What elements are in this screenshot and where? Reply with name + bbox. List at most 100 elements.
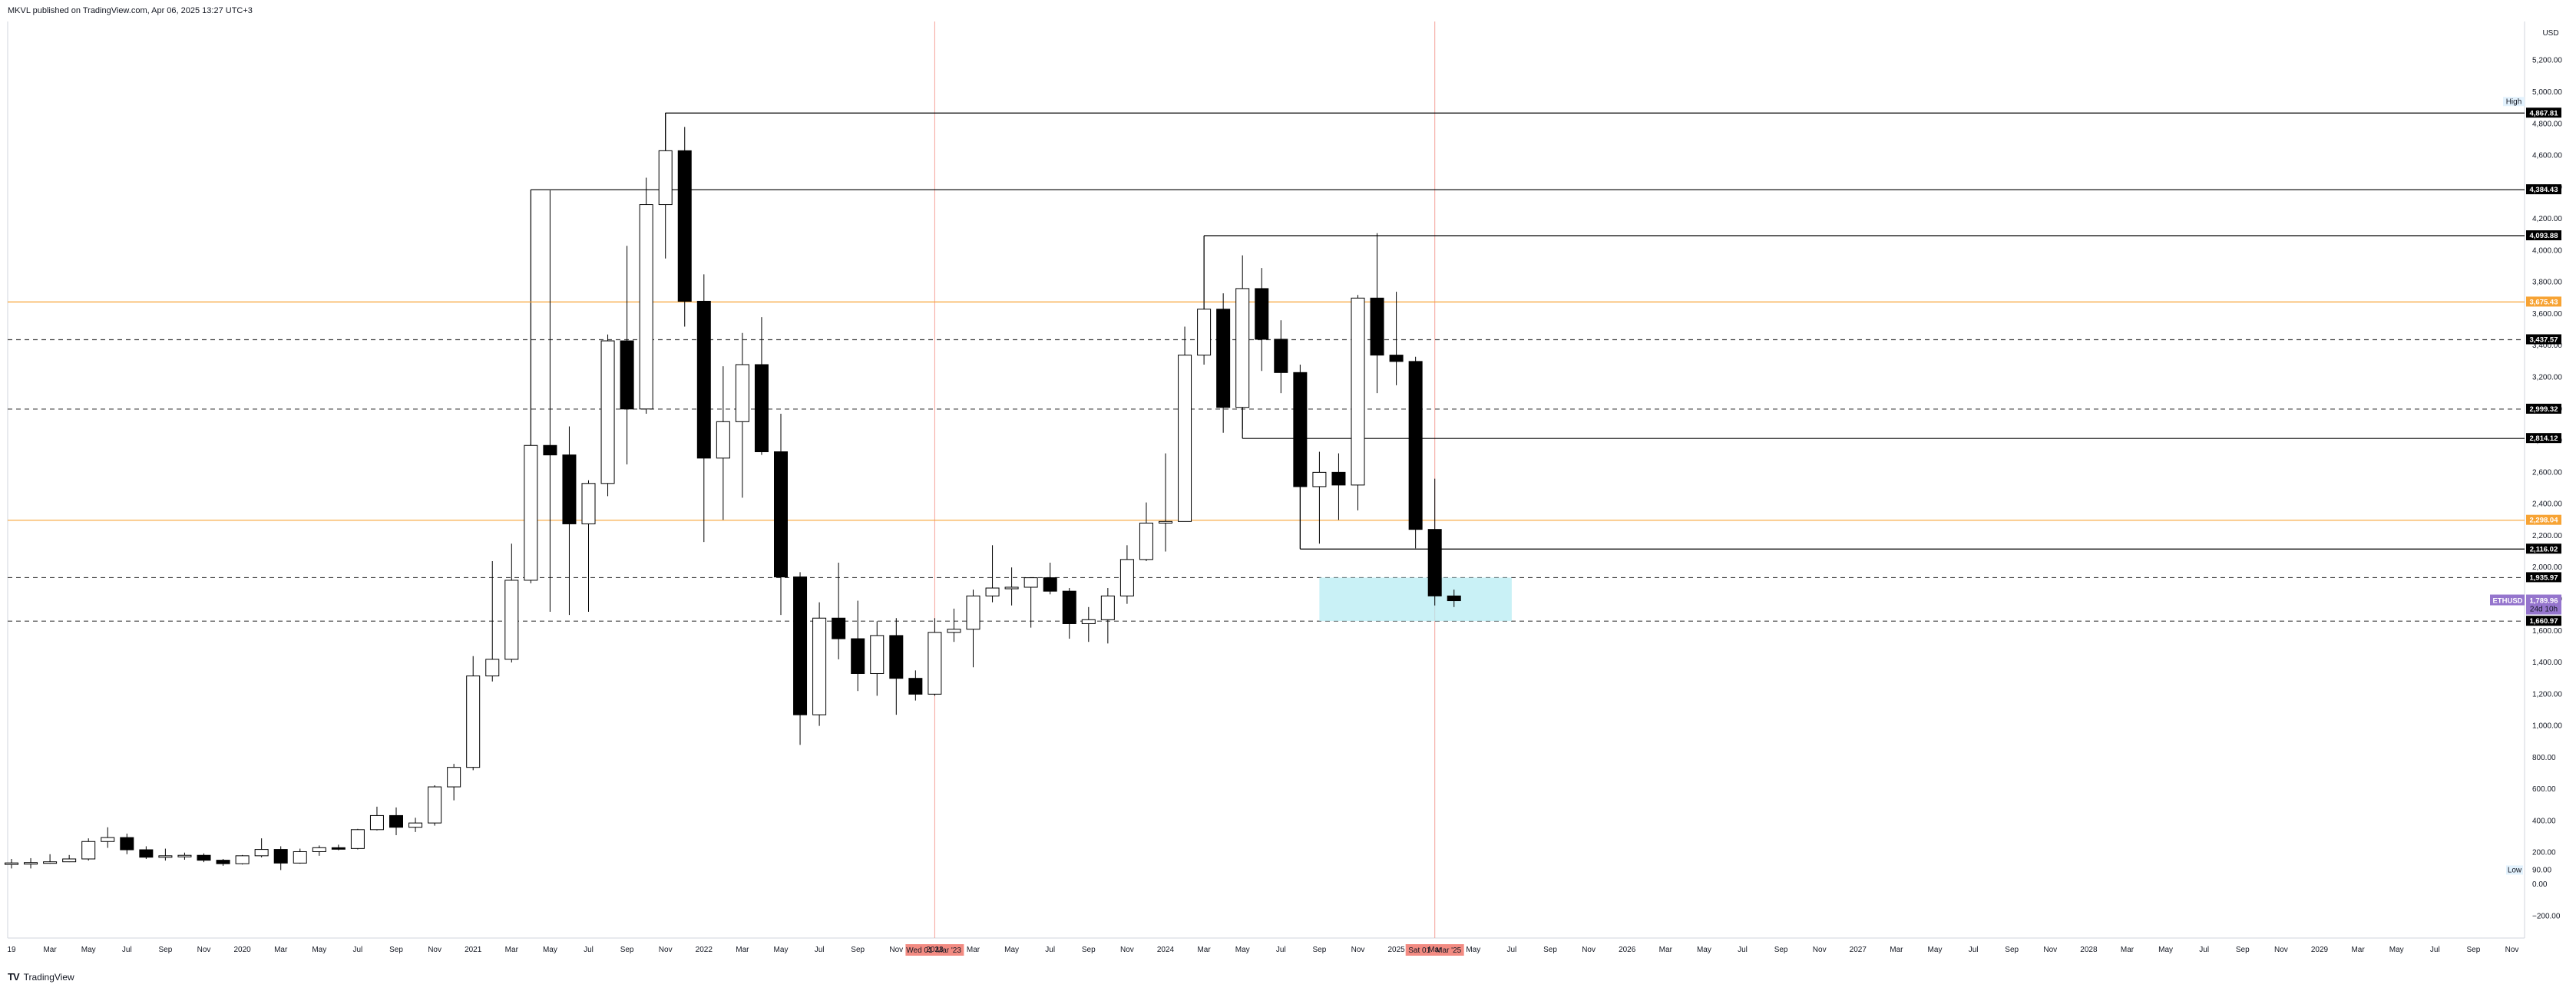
time-tick-label: Nov: [889, 946, 903, 954]
time-tick-label: Nov: [2043, 946, 2057, 954]
time-tick-label: Mar: [43, 946, 57, 954]
time-tick-label: May: [1466, 946, 1480, 954]
candle-body: [754, 364, 769, 453]
time-tick-label: May: [2158, 946, 2173, 954]
candle-body: [677, 150, 692, 302]
price-level-value: 4,867.81: [2530, 109, 2559, 117]
candle-body: [524, 444, 538, 581]
price-level-tag: [2526, 616, 2561, 626]
time-tick-label: Mar: [1659, 946, 1673, 954]
time-tick-label: Jul: [2199, 946, 2209, 954]
candle-body: [1351, 297, 1365, 486]
date-marker-label: Mar '23: [936, 946, 961, 955]
candle-body: [466, 676, 481, 768]
date-marker-label: Sat 01: [1408, 946, 1430, 955]
candle-body: [658, 150, 673, 206]
price-tick-label: 4,200.00: [2532, 215, 2562, 223]
time-tick-label: Jul: [1276, 946, 1286, 954]
time-tick-label: Sep: [1543, 946, 1557, 954]
time-tick-label: Sep: [2467, 946, 2481, 954]
price-tick-label: 2,400.00: [2532, 500, 2562, 509]
candle-body: [889, 635, 904, 679]
chart-frame: [7, 21, 2525, 939]
price-tick-label: 3,400.00: [2532, 342, 2562, 350]
time-tick-label: Nov: [2505, 946, 2519, 954]
time-tick-label: Nov: [659, 946, 673, 954]
time-tick-label: May: [1004, 946, 1019, 954]
time-tick-label: Mar: [736, 946, 749, 954]
candle-body: [639, 204, 653, 410]
candle-body: [774, 451, 788, 578]
price-axis: USD −200.00 0.00 200.00 400.00 600.00 800.00 1,…: [2532, 29, 2562, 920]
time-tick-label: Jul: [1507, 946, 1517, 954]
time-tick-label: May: [81, 946, 96, 954]
time-tick-label: Jul: [1738, 946, 1748, 954]
time-tick-label: Mar: [1197, 946, 1211, 954]
candle-body: [1235, 288, 1250, 408]
time-tick-label: May: [312, 946, 326, 954]
time-tick-label: Sep: [620, 946, 634, 954]
footer-brand-label: TradingView: [23, 971, 74, 983]
price-tick-label: 4,000.00: [2532, 246, 2562, 255]
time-tick-label: Nov: [428, 946, 441, 954]
time-tick-label: Sep: [1082, 946, 1096, 954]
candle-body: [543, 444, 557, 456]
candle-body: [369, 814, 384, 831]
candle-body: [1255, 288, 1269, 340]
candle-body: [1216, 309, 1231, 408]
price-level-tag: [2526, 572, 2561, 583]
time-tick-label: 2022: [696, 946, 713, 954]
candle-body: [1100, 595, 1115, 620]
low-tag: [2506, 865, 2523, 875]
time-tick-label: Nov: [1813, 946, 1827, 954]
time-tick-label: 2025: [1387, 946, 1405, 954]
price-level-value: 1,935.97: [2530, 573, 2558, 582]
candle-body: [293, 851, 307, 864]
candle-body: [428, 786, 442, 824]
candle-body: [1197, 309, 1212, 356]
time-tick-label: Mar: [505, 946, 519, 954]
candle-body: [851, 638, 865, 674]
candle-body: [504, 580, 519, 660]
time-tick-label: May: [1235, 946, 1250, 954]
publish-header: MKVL published on TradingView.com, Apr 0…: [8, 6, 253, 15]
candle-body: [273, 849, 288, 864]
candle-body: [1312, 471, 1327, 487]
candle-body: [43, 861, 58, 864]
time-tick-label: Sep: [2236, 946, 2250, 954]
time-tick-label: 2020: [233, 946, 251, 954]
price-tick-label: 3,800.00: [2532, 279, 2562, 287]
price-tick-label: −200.00: [2532, 912, 2561, 920]
time-tick-label: Nov: [1351, 946, 1365, 954]
candle-body: [1331, 471, 1346, 486]
candle-body: [832, 617, 846, 639]
time-tick-label: Jul: [815, 946, 825, 954]
candle-body: [735, 364, 749, 422]
price-tick-label: 3,600.00: [2532, 310, 2562, 319]
candle-body: [1062, 590, 1076, 624]
time-tick-label: Sep: [851, 946, 865, 954]
current-price-tag: [2526, 594, 2561, 615]
price-tick-label: 400.00: [2532, 817, 2556, 825]
candle-body: [120, 837, 134, 851]
price-level-value: 2,814.12: [2530, 434, 2558, 443]
time-tick-label: 2023: [926, 946, 944, 954]
time-tick-label: Jul: [2430, 946, 2440, 954]
time-tick-label: Nov: [1120, 946, 1134, 954]
time-tick-label: Mar: [1890, 946, 1903, 954]
candle-body: [1389, 355, 1404, 362]
candle-body: [1427, 529, 1442, 596]
price-tick-label: 1,400.00: [2532, 659, 2562, 667]
price-tick-label: 1,200.00: [2532, 690, 2562, 699]
price-level-value: 1,660.97: [2530, 617, 2558, 626]
footer-brand: TV TradingView: [8, 971, 74, 983]
time-tick-label: 2029: [2311, 946, 2329, 954]
price-level-tag: [2526, 230, 2561, 241]
price-levels: [8, 112, 2525, 622]
time-tick-label: Nov: [197, 946, 211, 954]
candle-body: [562, 454, 577, 524]
price-level-tag: [2526, 433, 2561, 444]
price-tick-label: 1,600.00: [2532, 627, 2562, 636]
high-tag-label: High: [2506, 97, 2522, 106]
